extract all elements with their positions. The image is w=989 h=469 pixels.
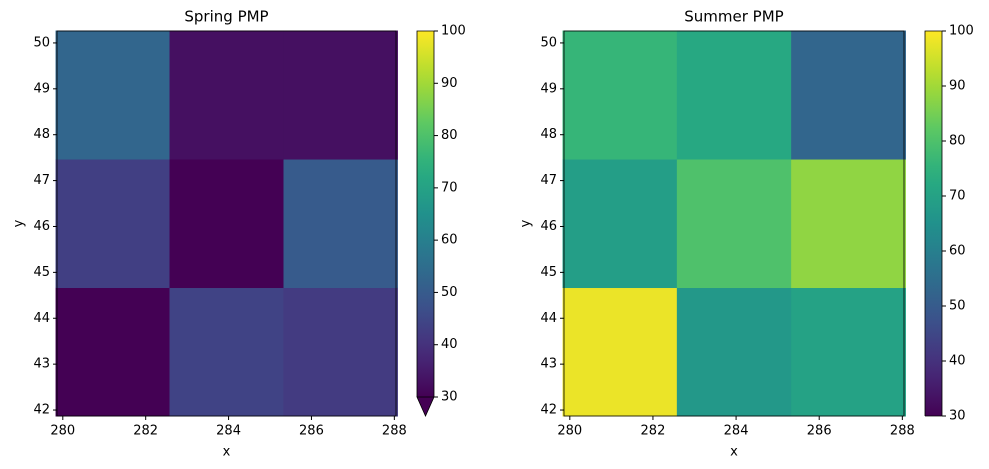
x-axis-label: x [223,445,231,460]
x-tick-label: 280 [50,424,75,439]
heatmap-cell [676,159,792,289]
chart-title: Summer PMP [684,8,783,26]
axes-frame [563,30,905,417]
heatmap-cell [562,159,678,289]
y-tick-label: 48 [540,127,557,142]
y-tick-label: 42 [540,403,557,418]
colorbar-tick-label: 70 [441,180,458,195]
colorbar-tick-label: 90 [441,76,458,91]
x-tick-label: 282 [133,424,158,439]
colorbar-tick-label: 30 [441,390,458,405]
colorbar-tick-label: 40 [441,337,458,352]
y-tick-label: 42 [33,403,50,418]
y-axis-label: y [519,219,534,227]
colorbar-tick-label: 100 [949,24,974,39]
heatmap-cell [283,159,398,289]
colorbar-extend [416,396,435,417]
x-tick-label: 284 [216,424,241,439]
y-tick-label: 45 [33,265,50,280]
colorbar-tick-label: 30 [949,409,966,424]
y-tick-label: 43 [540,357,557,372]
x-tick-label: 288 [382,424,407,439]
colorbar-tick-label: 50 [949,299,966,314]
colorbar-tick-label: 100 [441,24,466,39]
colorbar-tick-label: 40 [949,354,966,369]
heatmap-cell [169,159,284,289]
colorbar-tick-label: 50 [441,285,458,300]
y-tick-label: 46 [33,219,50,234]
colorbar-tick-label: 80 [441,128,458,143]
colorbar-frame [416,30,435,397]
heatmap-cell [676,30,792,160]
y-tick-label: 50 [33,35,50,50]
colorbar-tick-label: 80 [949,134,966,149]
heatmap-cell [676,287,792,417]
axes-frame [56,30,397,417]
colorbar [417,31,434,397]
x-axis-label: x [730,445,738,460]
y-tick-label: 47 [540,173,557,188]
heatmap-cell [562,30,678,160]
heatmap-cell [562,287,678,417]
colorbar-tick-label: 90 [949,79,966,94]
heatmap-cell [55,159,171,289]
colorbar-tick-label: 60 [949,244,966,259]
y-axis-label: y [12,219,27,227]
colorbar-tick-label: 70 [949,189,966,204]
heatmap-cell [55,30,171,160]
y-tick-label: 44 [33,311,50,326]
x-tick-label: 286 [299,424,324,439]
x-tick-label: 288 [890,424,915,439]
heatmap-cell [55,287,171,417]
heatmap-cell [791,287,906,417]
x-tick-label: 280 [557,424,582,439]
y-tick-label: 44 [540,311,557,326]
heatmap-cell [169,30,284,160]
y-tick-label: 45 [540,265,557,280]
heatmap-cell [791,159,906,289]
x-tick-label: 282 [641,424,666,439]
colorbar [925,31,942,416]
y-tick-label: 50 [540,35,557,50]
y-tick-label: 43 [33,357,50,372]
y-tick-label: 47 [33,173,50,188]
heatmap-cell [791,30,906,160]
chart-title: Spring PMP [184,8,268,26]
heatmap-cell [283,287,398,417]
x-tick-label: 284 [724,424,749,439]
x-tick-label: 286 [807,424,832,439]
heatmap-cell [169,287,284,417]
colorbar-tick-label: 60 [441,233,458,248]
y-tick-label: 49 [540,81,557,96]
y-tick-label: 49 [33,81,50,96]
y-tick-label: 46 [540,219,557,234]
heatmap-cell [283,30,398,160]
y-tick-label: 48 [33,127,50,142]
